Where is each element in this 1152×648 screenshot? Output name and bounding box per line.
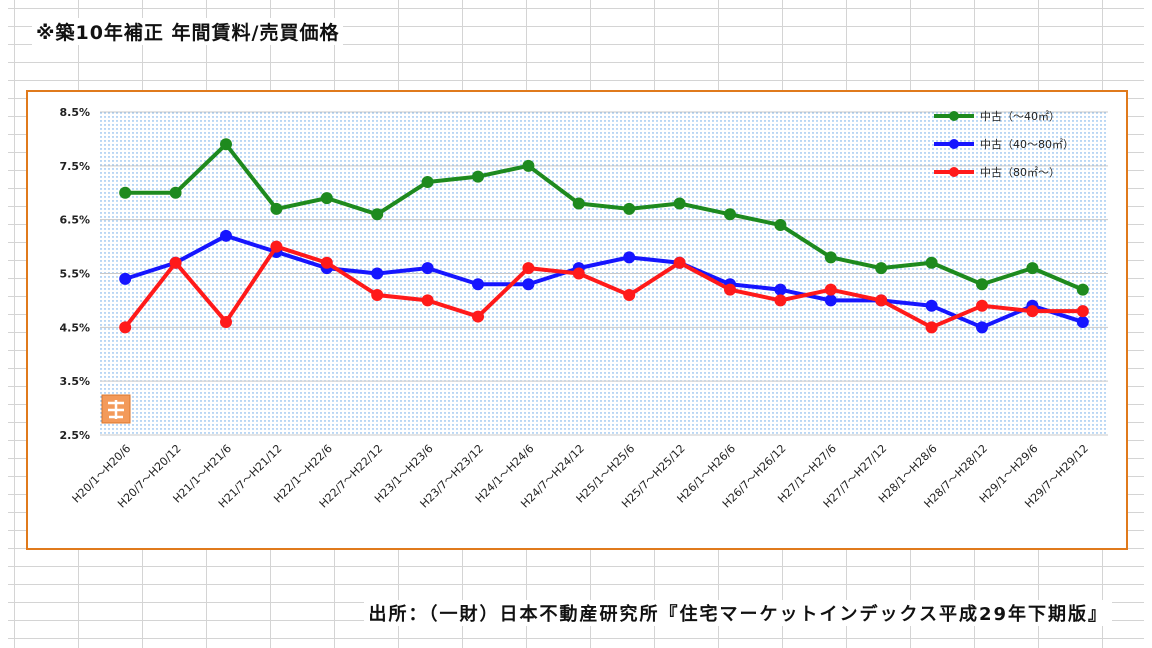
data-point (875, 294, 888, 307)
data-point (522, 159, 535, 172)
y-tick-label: 7.5% (59, 160, 90, 173)
legend-entry-label: 中古（～40㎡） (980, 110, 1060, 123)
data-point (270, 202, 283, 215)
data-point (472, 170, 484, 183)
data-point (976, 321, 988, 334)
data-point (220, 138, 232, 151)
data-point (119, 321, 132, 334)
y-tick-label: 8.5% (59, 106, 90, 119)
data-point (320, 192, 333, 205)
data-point (169, 256, 182, 269)
chart-title: ※築10年補正 年間賃料/売買価格 (32, 18, 344, 45)
data-point (119, 272, 132, 285)
data-point (673, 197, 686, 210)
data-point (572, 267, 585, 280)
y-tick-label: 6.5% (59, 214, 90, 227)
data-point (774, 219, 787, 232)
data-point (925, 299, 938, 312)
data-point (320, 256, 333, 269)
data-point (724, 283, 736, 296)
logo-badge-icon (101, 394, 131, 424)
y-tick-label: 5.5% (59, 268, 90, 281)
data-point (925, 256, 938, 269)
series-line (124, 233, 1084, 330)
y-tick-label: 2.5% (59, 429, 90, 442)
data-point (421, 175, 434, 188)
legend-swatch-marker (949, 139, 959, 149)
data-point (824, 251, 837, 264)
legend-swatch-marker (949, 167, 959, 177)
data-point (774, 294, 787, 307)
data-point (1026, 262, 1039, 275)
data-point (371, 267, 384, 280)
data-point (119, 186, 132, 199)
data-point (724, 208, 736, 221)
data-point (421, 262, 434, 275)
data-point (220, 229, 232, 242)
series-line (125, 142, 1084, 292)
data-point (623, 202, 636, 215)
data-point (976, 299, 988, 312)
series-3 (119, 240, 1089, 334)
y-tick-label: 3.5% (59, 375, 90, 388)
data-point (824, 283, 837, 296)
data-point (472, 278, 484, 291)
source-citation: 出所：（一財）日本不動産研究所『住宅マーケットインデックス平成29年下期版』 (364, 600, 1112, 626)
data-point (371, 289, 384, 302)
legend-entry-label: 中古（40～80㎡） (980, 138, 1074, 151)
data-point (572, 197, 585, 210)
line-chart: 2.5%3.5%4.5%5.5%6.5%7.5%8.5% H20/1～H20/6… (59, 106, 1108, 510)
data-point (472, 310, 484, 323)
data-point (270, 240, 283, 253)
series-line (123, 244, 1083, 330)
legend-entry-label: 中古（80㎡～） (980, 166, 1060, 179)
data-point (421, 294, 434, 307)
data-point (623, 251, 636, 264)
data-point (522, 278, 535, 291)
data-point (774, 283, 787, 296)
data-point (925, 321, 938, 334)
data-point (673, 256, 686, 269)
data-point (623, 289, 636, 302)
data-point (371, 208, 384, 221)
y-tick-label: 4.5% (59, 321, 90, 334)
data-point (220, 315, 232, 328)
legend-swatch-marker (949, 111, 959, 121)
data-point (875, 262, 888, 275)
data-point (1076, 305, 1089, 318)
data-point (824, 294, 837, 307)
data-point (976, 278, 988, 291)
data-point (169, 186, 182, 199)
data-point (1076, 283, 1089, 296)
data-point (1026, 305, 1039, 318)
data-point (522, 262, 535, 275)
series-2 (119, 229, 1089, 334)
series-1 (119, 138, 1089, 296)
data-point (1076, 315, 1089, 328)
chart-frame: 2.5% 3.5% 4.5% 5.5% 6.5% 7.5% 8.5% H20/1～H20/6… (26, 90, 1128, 550)
